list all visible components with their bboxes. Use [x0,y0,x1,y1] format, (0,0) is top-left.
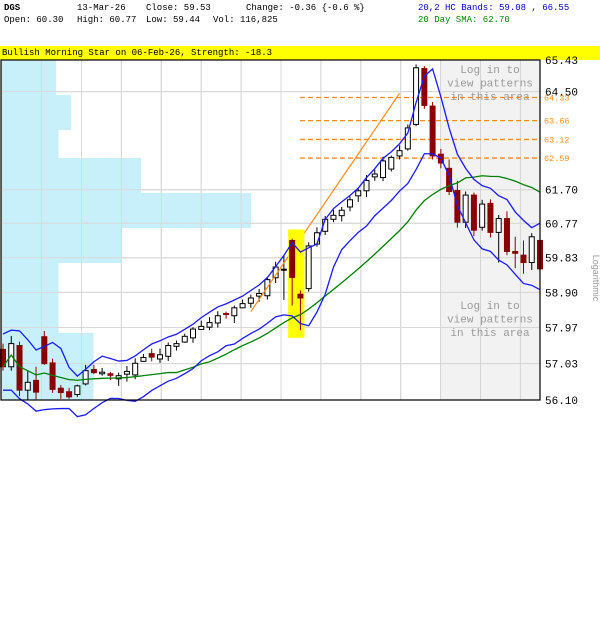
svg-text:56.10: 56.10 [545,396,578,408]
svg-text:65.43: 65.43 [545,56,578,68]
svg-text:view patterns: view patterns [447,79,533,91]
svg-text:63.66: 63.66 [544,117,570,127]
svg-text:59.83: 59.83 [545,254,578,266]
svg-text:in this area: in this area [450,328,530,340]
svg-text:62.59: 62.59 [544,154,570,164]
svg-text:64.50: 64.50 [545,88,578,100]
svg-text:Logarithmic: Logarithmic [591,255,600,302]
svg-text:63.12: 63.12 [544,135,570,145]
svg-text:Log in to: Log in to [460,301,519,313]
svg-text:61.70: 61.70 [545,186,578,198]
svg-text:58.90: 58.90 [545,288,578,300]
svg-text:57.97: 57.97 [545,324,578,336]
svg-text:57.03: 57.03 [545,360,578,372]
svg-text:view patterns: view patterns [447,315,533,327]
svg-text:60.77: 60.77 [545,219,578,231]
svg-text:Log in to: Log in to [460,65,519,77]
